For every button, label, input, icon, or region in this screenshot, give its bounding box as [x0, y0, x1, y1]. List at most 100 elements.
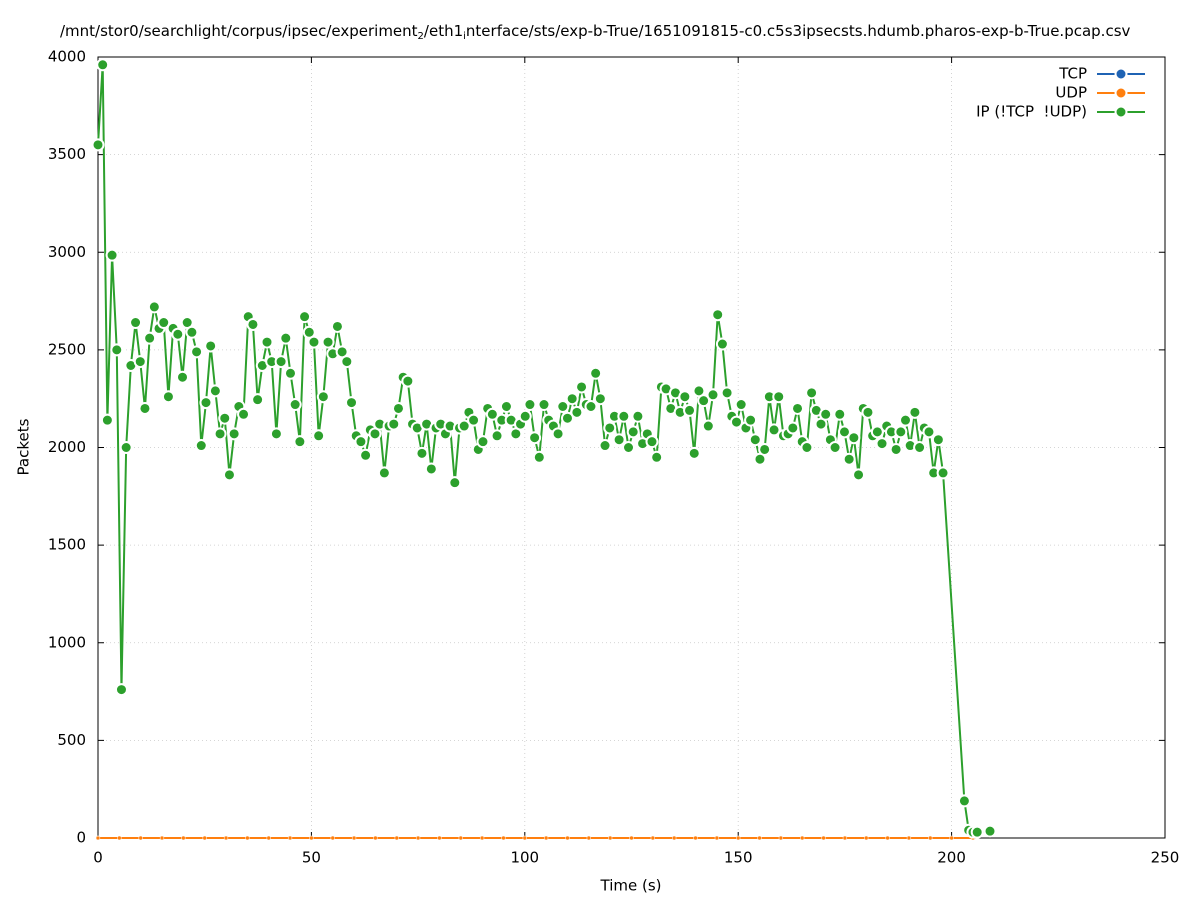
data-point — [490, 429, 504, 443]
data-point — [913, 441, 927, 454]
data-point — [129, 316, 143, 330]
data-point — [758, 442, 772, 456]
data-point — [387, 417, 401, 431]
data-point — [922, 425, 936, 439]
data-point — [778, 835, 784, 841]
data-point — [223, 835, 229, 841]
data-point — [565, 392, 579, 406]
x-axis-label: Time (s) — [600, 877, 662, 895]
data-point — [908, 405, 922, 419]
series — [91, 58, 997, 839]
data-point — [293, 435, 307, 449]
data-point — [309, 835, 314, 841]
data-point — [706, 388, 720, 402]
x-tick-label: 250 — [1151, 849, 1180, 867]
y-tick-label: 1000 — [48, 633, 86, 651]
data-point — [143, 331, 157, 345]
data-point — [394, 835, 400, 841]
data-point — [199, 396, 213, 410]
x-tick-label: 50 — [302, 849, 321, 867]
data-point — [391, 401, 405, 415]
legend-marker — [1114, 67, 1128, 81]
data-point — [805, 386, 819, 400]
data-point — [288, 398, 302, 412]
data-point — [499, 399, 513, 413]
data-point — [537, 398, 551, 412]
legend-marker — [1114, 105, 1128, 119]
data-point — [983, 824, 997, 838]
data-point — [251, 393, 265, 407]
data-point — [697, 394, 711, 408]
data-point — [543, 835, 549, 841]
y-tick-label: 500 — [57, 731, 86, 749]
legend-marker — [1114, 86, 1128, 100]
data-point — [501, 835, 506, 841]
data-point — [159, 835, 165, 841]
y-tick-label: 2000 — [48, 438, 86, 456]
data-point — [377, 466, 391, 480]
data-point — [194, 439, 208, 453]
data-point — [287, 835, 293, 841]
legend-label: IP (!TCP !UDP) — [976, 103, 1087, 121]
data-point — [748, 433, 762, 447]
data-point — [970, 825, 984, 839]
data-point — [863, 835, 869, 841]
data-point — [757, 835, 762, 841]
data-point — [612, 433, 626, 447]
title-part: nterface/sts/exp-b-True/1651091815-c0.c5… — [466, 22, 1131, 40]
data-point — [714, 835, 720, 841]
data-point — [799, 835, 805, 841]
data-point — [161, 390, 175, 404]
title-subscript: 2 — [418, 31, 424, 42]
data-point — [693, 835, 698, 841]
data-point — [147, 300, 161, 314]
data-point — [589, 366, 603, 380]
data-point — [202, 835, 207, 841]
data-point — [100, 413, 114, 427]
data-point — [119, 441, 133, 454]
data-point — [218, 411, 232, 425]
data-point — [176, 370, 190, 384]
data-point — [138, 835, 143, 841]
data-point — [424, 462, 438, 476]
series-line — [97, 64, 991, 834]
data-point — [645, 435, 659, 449]
data-point — [245, 835, 250, 841]
data-point — [837, 425, 851, 439]
data-point — [894, 425, 908, 439]
data-point — [556, 399, 570, 413]
data-point — [458, 835, 464, 841]
data-point — [138, 401, 152, 415]
data-point — [842, 835, 848, 841]
data-point — [110, 343, 124, 357]
data-point — [687, 446, 701, 460]
data-point — [359, 448, 373, 462]
data-point — [598, 439, 612, 453]
data-point — [650, 450, 664, 464]
data-point — [415, 835, 421, 841]
data-point — [266, 835, 271, 841]
title-subscript: i — [463, 31, 466, 42]
x-tick-label: 100 — [510, 849, 539, 867]
data-point — [522, 835, 528, 841]
data-point — [565, 835, 570, 841]
data-point — [523, 398, 537, 412]
x-tick-label: 0 — [93, 849, 103, 867]
data-point — [190, 345, 204, 359]
data-point — [340, 355, 354, 369]
data-point — [330, 319, 344, 333]
data-point — [330, 835, 335, 841]
data-point — [117, 835, 122, 841]
data-point — [269, 427, 283, 441]
data-point — [885, 835, 890, 841]
data-point — [720, 386, 734, 400]
data-point — [307, 335, 321, 349]
data-point — [875, 437, 889, 451]
x-tick-label: 150 — [724, 849, 753, 867]
data-point — [448, 476, 462, 490]
data-point — [828, 441, 842, 454]
data-point — [889, 442, 903, 456]
data-point — [96, 58, 110, 72]
title-part: /eth1 — [424, 22, 463, 40]
data-point — [157, 316, 171, 330]
